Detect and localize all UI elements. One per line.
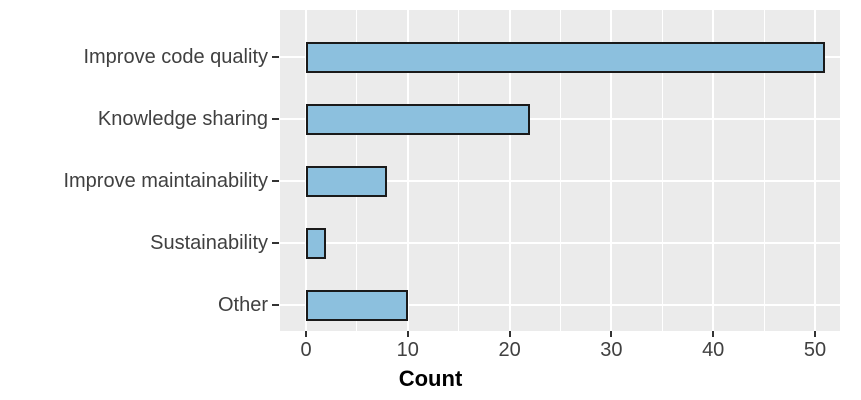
x-tick-mark — [508, 331, 511, 337]
gridline-minor-vertical — [560, 10, 561, 331]
y-tick-mark — [272, 242, 279, 244]
gridline-major-horizontal — [280, 118, 840, 120]
x-tick-label: 20 — [498, 339, 521, 361]
y-tick-mark — [272, 118, 279, 120]
gridline-major-horizontal — [280, 304, 840, 306]
gridline-minor-vertical — [458, 10, 460, 331]
y-tick-mark — [272, 56, 279, 58]
y-tick-mark — [272, 180, 279, 182]
x-tick-label: 30 — [600, 339, 623, 361]
y-axis-label: Sustainability — [150, 232, 268, 254]
gridline-major-vertical — [712, 10, 715, 331]
x-tick-label: 40 — [702, 339, 725, 361]
gridline-minor-vertical — [661, 10, 663, 331]
bar-sustainability — [306, 227, 327, 259]
x-tick-mark — [406, 331, 409, 337]
x-tick-mark — [814, 331, 816, 337]
plot-panel — [280, 10, 840, 331]
x-tick-mark — [305, 331, 307, 337]
bar-improve-maintainability — [306, 165, 388, 197]
gridline-major-vertical — [406, 10, 409, 331]
gridline-minor-vertical — [763, 10, 765, 331]
x-tick-mark — [712, 331, 715, 337]
gridline-major-horizontal — [280, 242, 840, 244]
y-axis-label: Other — [217, 294, 268, 316]
y-tick-mark — [272, 304, 279, 306]
bar-knowledge-sharing — [306, 103, 530, 135]
x-tick-label: 10 — [396, 339, 419, 361]
x-axis-title: Count — [398, 366, 463, 391]
gridline-major-horizontal — [280, 180, 840, 182]
gridline-major-vertical — [508, 10, 511, 331]
gridline-major-vertical — [610, 10, 613, 331]
bar-improve-code-quality — [306, 41, 826, 73]
y-axis-label: Improve code quality — [83, 46, 268, 68]
x-tick-mark — [610, 331, 613, 337]
gridline-major-vertical — [814, 10, 816, 331]
x-tick-label: 0 — [300, 339, 312, 361]
bar-other — [306, 289, 408, 321]
x-tick-label: 50 — [803, 339, 827, 361]
y-axis-label: Improve maintainability — [63, 170, 268, 192]
y-axis-label: Knowledge sharing — [97, 108, 268, 130]
